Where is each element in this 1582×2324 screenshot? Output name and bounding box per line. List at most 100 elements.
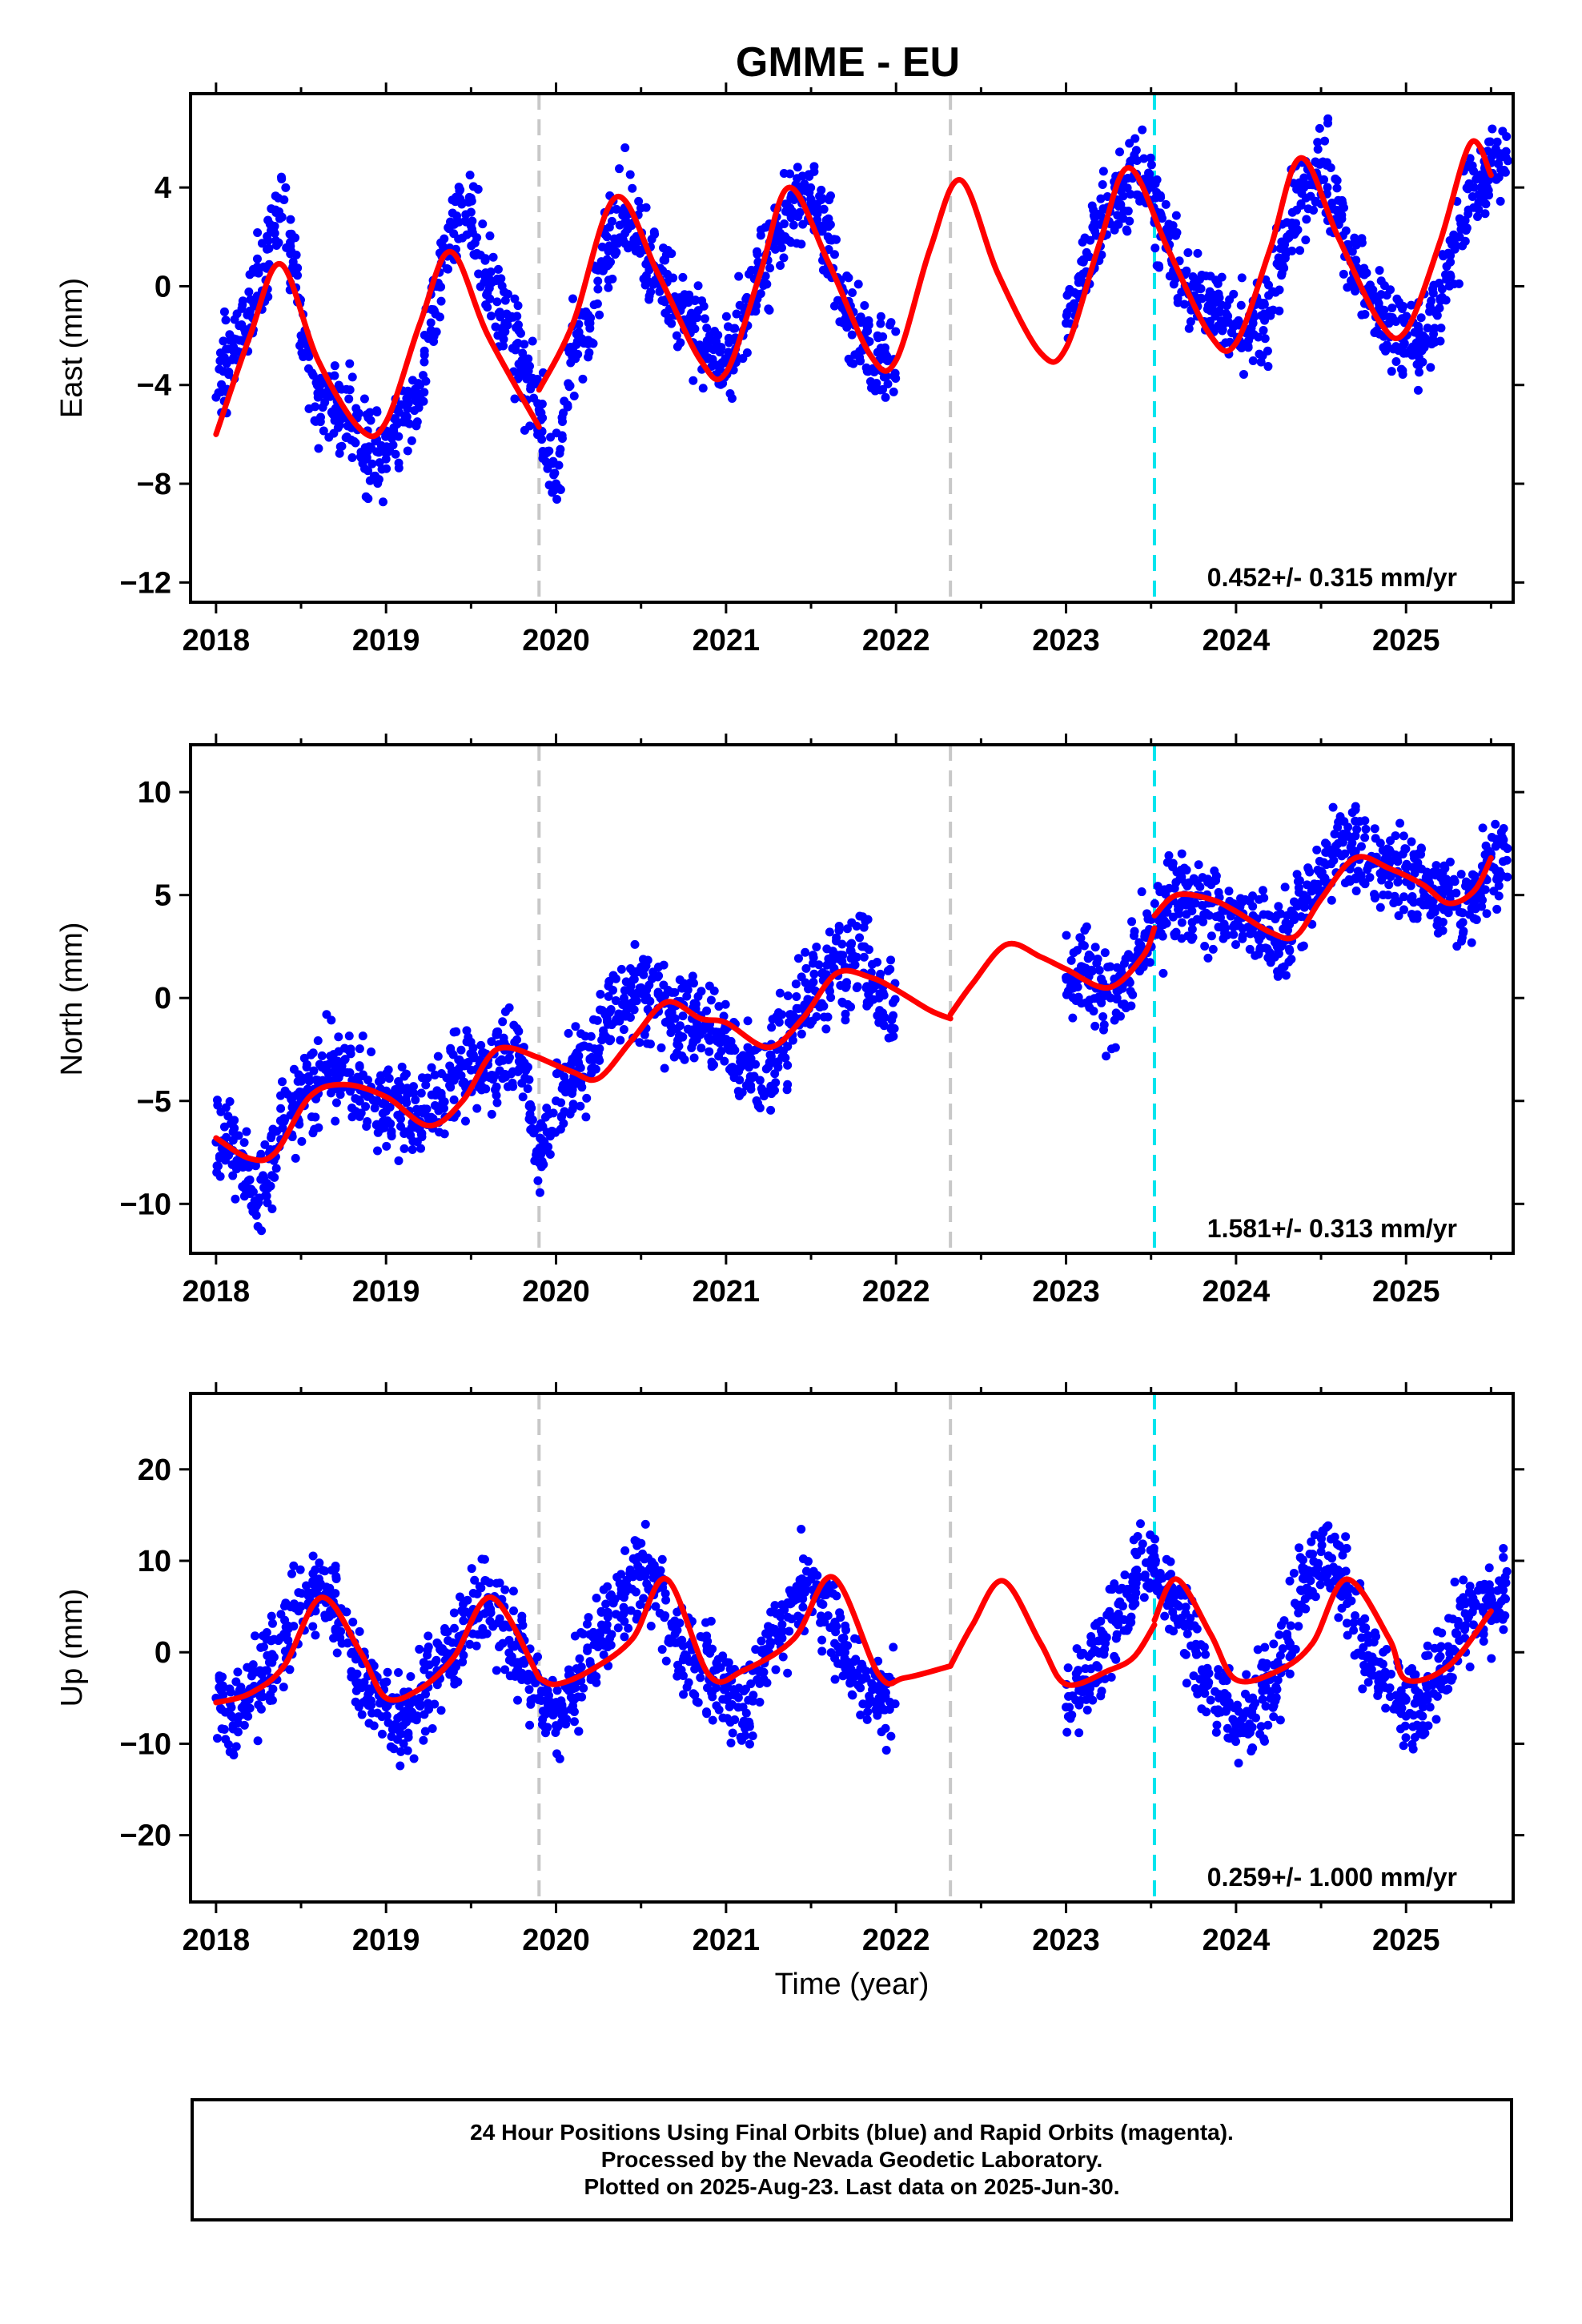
data-point	[620, 228, 630, 238]
data-point	[421, 1689, 431, 1699]
data-point	[433, 1051, 443, 1061]
data-point	[1295, 246, 1305, 255]
data-point	[1402, 863, 1411, 873]
data-point	[508, 1606, 518, 1616]
data-point	[1301, 193, 1311, 203]
data-point	[1195, 882, 1205, 891]
data-point	[798, 1602, 808, 1612]
data-point	[361, 1102, 371, 1112]
data-point	[1156, 211, 1166, 220]
data-point	[280, 1115, 290, 1124]
data-point	[1275, 285, 1284, 295]
plot-area	[211, 745, 1512, 1253]
fit-line	[213, 1044, 542, 1164]
data-point	[1381, 346, 1391, 356]
data-point	[595, 1005, 604, 1015]
data-point	[547, 1126, 556, 1136]
data-point	[456, 1045, 466, 1055]
data-point	[340, 1055, 350, 1064]
data-point	[848, 1691, 857, 1700]
data-point	[1391, 357, 1401, 367]
data-point	[483, 303, 492, 312]
data-point	[623, 1582, 632, 1591]
data-point	[846, 954, 856, 963]
data-point	[1166, 1557, 1175, 1566]
data-point	[1081, 963, 1090, 973]
data-point	[1435, 296, 1445, 305]
data-point	[314, 1574, 323, 1584]
data-point	[834, 955, 844, 964]
data-point	[697, 987, 706, 996]
data-point	[359, 394, 369, 404]
data-point	[521, 368, 531, 378]
data-point	[1284, 944, 1294, 954]
data-point	[1290, 915, 1299, 924]
data-point	[443, 1627, 452, 1637]
data-point	[1429, 903, 1439, 913]
data-point	[565, 381, 575, 391]
data-point	[1391, 342, 1401, 352]
data-point	[472, 1104, 482, 1113]
data-point	[1319, 175, 1329, 184]
data-point	[725, 389, 735, 399]
data-point	[568, 1100, 578, 1109]
data-point	[1393, 853, 1403, 862]
data-point	[587, 338, 596, 348]
data-point	[855, 933, 865, 943]
data-point	[885, 1672, 894, 1682]
data-point	[620, 1632, 629, 1642]
data-point	[480, 254, 490, 263]
data-point	[520, 425, 529, 435]
data-point	[1072, 1644, 1082, 1654]
data-point	[743, 1016, 753, 1026]
data-point	[1341, 226, 1351, 235]
data-point	[351, 404, 361, 413]
data-point	[1126, 1001, 1136, 1011]
data-point	[829, 250, 839, 259]
data-point	[213, 1100, 223, 1110]
data-point	[1497, 833, 1507, 842]
data-point	[383, 1701, 392, 1711]
data-point	[881, 351, 891, 360]
data-point	[774, 1636, 784, 1646]
data-point	[373, 479, 383, 489]
data-point	[281, 1622, 291, 1632]
data-point	[729, 324, 739, 333]
data-point	[820, 1618, 829, 1627]
data-point	[841, 1625, 851, 1634]
plot-frame	[189, 92, 1515, 604]
data-point	[484, 283, 494, 293]
data-point	[496, 274, 506, 283]
data-point	[295, 1565, 305, 1574]
data-point	[476, 1583, 486, 1593]
data-point	[322, 1010, 331, 1019]
data-point	[544, 480, 554, 490]
data-point	[1373, 296, 1383, 306]
data-point	[571, 1683, 580, 1693]
data-point	[468, 1043, 478, 1053]
data-point	[1281, 971, 1291, 980]
y-axis-label: North (mm)	[55, 922, 89, 1076]
data-point	[574, 1727, 584, 1736]
data-point	[304, 404, 314, 413]
data-point	[331, 1116, 340, 1126]
data-point	[382, 464, 391, 473]
data-point	[604, 247, 613, 256]
data-point	[247, 1665, 256, 1675]
data-point	[455, 186, 464, 195]
data-point	[619, 1609, 628, 1618]
data-point	[1491, 819, 1500, 829]
y-axis-label: East (mm)	[55, 278, 89, 418]
data-point	[724, 348, 733, 357]
data-point	[357, 1710, 367, 1719]
data-point	[1436, 324, 1446, 333]
data-point	[741, 295, 751, 304]
data-point	[552, 1749, 562, 1759]
data-point	[426, 318, 436, 328]
data-point	[508, 1067, 518, 1076]
data-point	[1274, 902, 1283, 911]
data-point	[878, 332, 888, 341]
data-point	[1106, 1044, 1116, 1054]
data-point	[396, 1747, 406, 1756]
data-point	[387, 1128, 396, 1138]
